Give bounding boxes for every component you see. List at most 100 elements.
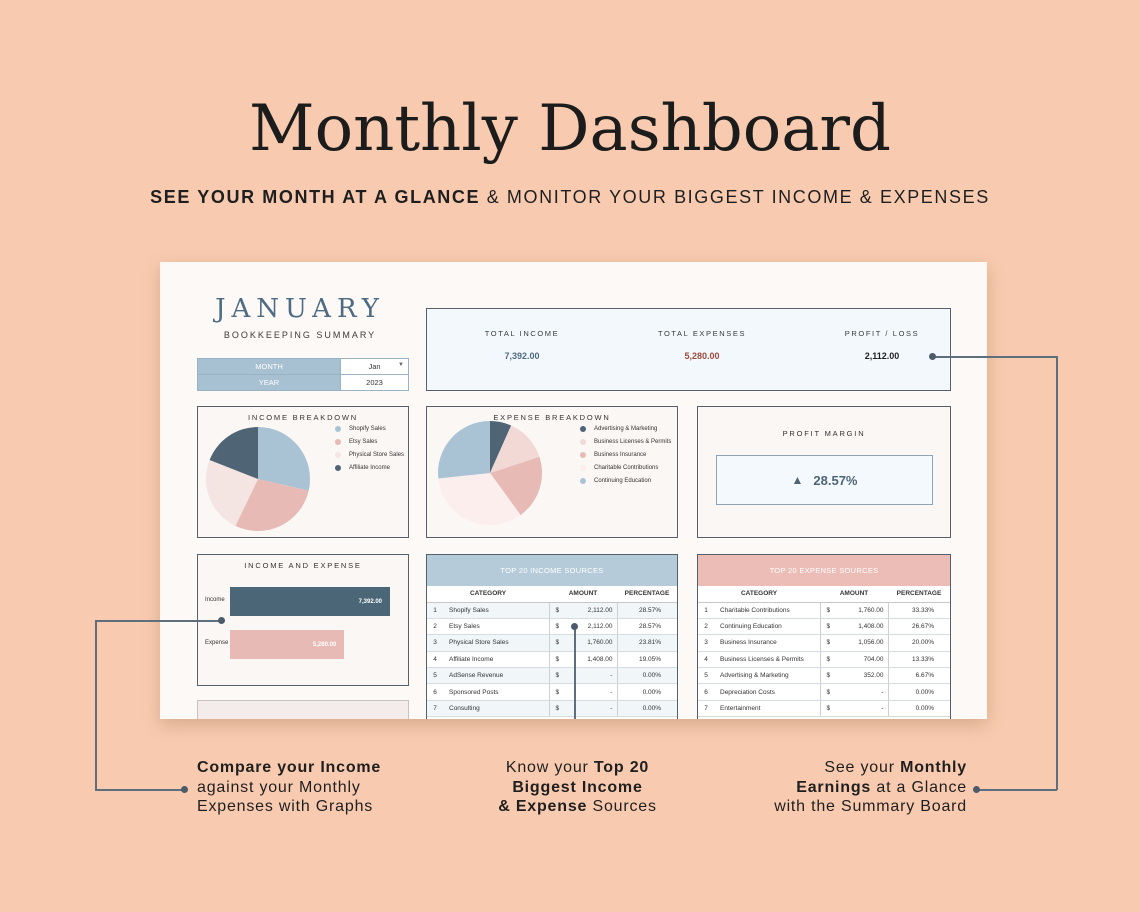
month-select[interactable]: Jan ▼ xyxy=(340,358,409,375)
row-percentage: 6.67% xyxy=(888,667,950,685)
col-header-amount: AMOUNT xyxy=(820,586,888,603)
income-expense-title: INCOME AND EXPENSE xyxy=(244,561,362,570)
callout-node xyxy=(218,617,225,624)
row-number: 1 xyxy=(698,602,714,619)
total-expenses-value: 5,280.00 xyxy=(684,351,720,361)
callout-connector xyxy=(1056,356,1058,790)
month-value: Jan xyxy=(368,362,381,371)
table-row[interactable]: 1 Charitable Contributions $1,760.00 33.33% xyxy=(698,602,950,619)
dashboard-sheet: JANUARY BOOKKEEPING SUMMARY MONTH Jan ▼ Y… xyxy=(160,262,987,719)
profit-loss: PROFIT / LOSS 2,112.00 xyxy=(807,329,957,361)
legend-item: Business Licenses & Permits xyxy=(580,435,671,448)
row-currency: $ xyxy=(549,667,561,685)
row-currency: $ xyxy=(549,700,561,718)
col-header-category: CATEGORY xyxy=(698,586,820,603)
table-row[interactable]: 1 Shopify Sales $2,112.00 28.57% xyxy=(427,602,677,619)
month-title: JANUARY xyxy=(215,294,385,324)
row-amount: 1,760.00 xyxy=(832,602,889,619)
table-row[interactable]: 5 AdSense Revenue $ -0.00% xyxy=(427,667,677,685)
table-row[interactable]: 6 Depreciation Costs $ -0.00% xyxy=(698,683,950,701)
summary-board: TOTAL INCOME 7,392.00 TOTAL EXPENSES 5,2… xyxy=(426,308,951,391)
row-percentage: 0.00% xyxy=(888,683,950,701)
col-header-category: CATEGORY xyxy=(427,586,549,603)
legend-swatch xyxy=(580,464,586,471)
profit-margin-panel: PROFIT MARGIN ▲ 28.57% xyxy=(697,406,951,538)
row-category: Business Insurance xyxy=(714,634,821,652)
legend-item: Shopify Sales xyxy=(335,422,404,435)
page-title: Monthly Dashboard xyxy=(249,92,891,166)
table-row[interactable]: 7 Entertainment $ -0.00% xyxy=(698,700,950,718)
income-expense-panel: INCOME AND EXPENSE Income 7,392.00 Expen… xyxy=(197,554,409,686)
row-category: Advertising & Marketing xyxy=(714,667,821,685)
total-income-value: 7,392.00 xyxy=(504,351,540,361)
legend-swatch xyxy=(580,425,586,432)
total-expenses: TOTAL EXPENSES 5,280.00 xyxy=(627,329,777,361)
month-label: MONTH xyxy=(197,358,341,375)
row-currency: $ xyxy=(820,683,832,701)
row-category: Etsy Sales xyxy=(443,618,550,636)
callout-node xyxy=(929,353,936,360)
callout-node xyxy=(973,786,980,793)
pie-slice-affiliate-income xyxy=(209,427,258,479)
year-label: YEAR xyxy=(197,374,341,391)
income-legend: Shopify Sales Etsy Sales Physical Store … xyxy=(335,422,404,474)
callout-text: See your xyxy=(824,759,901,776)
table-row[interactable]: 2 Etsy Sales $2,112.00 28.57% xyxy=(427,618,677,636)
row-amount: 2,112.00 xyxy=(561,602,618,619)
income-bar-value: 7,392.00 xyxy=(358,598,382,605)
legend-item: Affiliate Income xyxy=(335,461,404,474)
row-number: 5 xyxy=(427,667,443,685)
row-currency: $ xyxy=(549,651,561,669)
callout-text: Sources xyxy=(587,798,657,815)
row-category: Depreciation Costs xyxy=(714,683,821,701)
row-category: Physical Store Sales xyxy=(443,634,550,652)
top-income-grid: CATEGORY AMOUNT PERCENTAGE 1 Shopify Sale… xyxy=(427,586,677,718)
legend-label: Continuing Education xyxy=(594,477,652,484)
legend-label: Shopify Sales xyxy=(349,425,386,432)
row-currency: $ xyxy=(549,602,561,619)
row-amount: 2,112.00 xyxy=(561,618,618,636)
page-subtitle: SEE YOUR MONTH AT A GLANCE & MONITOR YOU… xyxy=(0,187,1140,208)
callout-text: at a Glance xyxy=(871,778,967,796)
row-amount: 1,408.00 xyxy=(561,651,618,669)
table-row[interactable]: 4 Affiliate Income $1,408.00 19.05% xyxy=(427,651,677,669)
legend-label: Charitable Contributions xyxy=(594,464,659,471)
profit-margin-value: 28.57% xyxy=(813,472,858,488)
row-number: 7 xyxy=(698,700,714,718)
legend-swatch xyxy=(580,477,586,484)
table-row[interactable]: 5 Advertising & Marketing $352.00 6.67% xyxy=(698,667,950,685)
legend-label: Advertising & Marketing xyxy=(594,425,658,432)
year-input[interactable]: 2023 xyxy=(340,374,409,391)
row-percentage: 26.67% xyxy=(888,618,950,636)
expense-legend: Advertising & Marketing Business License… xyxy=(580,422,671,487)
income-breakdown-title: INCOME BREAKDOWN xyxy=(247,413,359,422)
row-currency: $ xyxy=(820,618,832,636)
row-number: 4 xyxy=(698,651,714,669)
callout-connector xyxy=(95,620,97,791)
table-row[interactable]: 6 Sponsored Posts $ -0.00% xyxy=(427,683,677,701)
profit-loss-value: 2,112.00 xyxy=(864,351,900,361)
top-income-title: TOP 20 INCOME SOURCES xyxy=(427,555,677,586)
expense-breakdown-panel: EXPENSE BREAKDOWN Advertising & Marketin… xyxy=(426,406,678,538)
chevron-down-icon[interactable]: ▼ xyxy=(398,362,404,368)
row-amount: - xyxy=(561,667,618,685)
legend-item: Business Insurance xyxy=(580,448,671,461)
row-percentage: 28.57% xyxy=(617,602,677,619)
table-row[interactable]: 3 Physical Store Sales $1,760.00 23.81% xyxy=(427,634,677,652)
table-row[interactable]: 2 Continuing Education $1,408.00 26.67% xyxy=(698,618,950,636)
table-row[interactable]: 4 Business Licenses & Permits $704.00 13.33… xyxy=(698,651,950,669)
subtitle-bold: SEE YOUR MONTH AT A GLANCE xyxy=(150,187,481,207)
expense-bar-label: Expense xyxy=(205,640,229,646)
income-bar-label: Income xyxy=(205,597,225,603)
row-percentage: 33.33% xyxy=(888,602,950,619)
callout-connector xyxy=(574,626,576,719)
row-amount: 1,056.00 xyxy=(832,634,889,652)
row-percentage: 13.33% xyxy=(888,651,950,669)
table-row[interactable]: 7 Consulting $ -0.00% xyxy=(427,700,677,718)
pie-slice-continuing-education xyxy=(438,421,490,479)
expense-pie-chart xyxy=(438,421,542,525)
row-currency: $ xyxy=(820,700,832,718)
row-category: Continuing Education xyxy=(714,618,821,636)
table-row[interactable]: 3 Business Insurance $1,056.00 20.00% xyxy=(698,634,950,652)
row-amount: - xyxy=(561,700,618,718)
